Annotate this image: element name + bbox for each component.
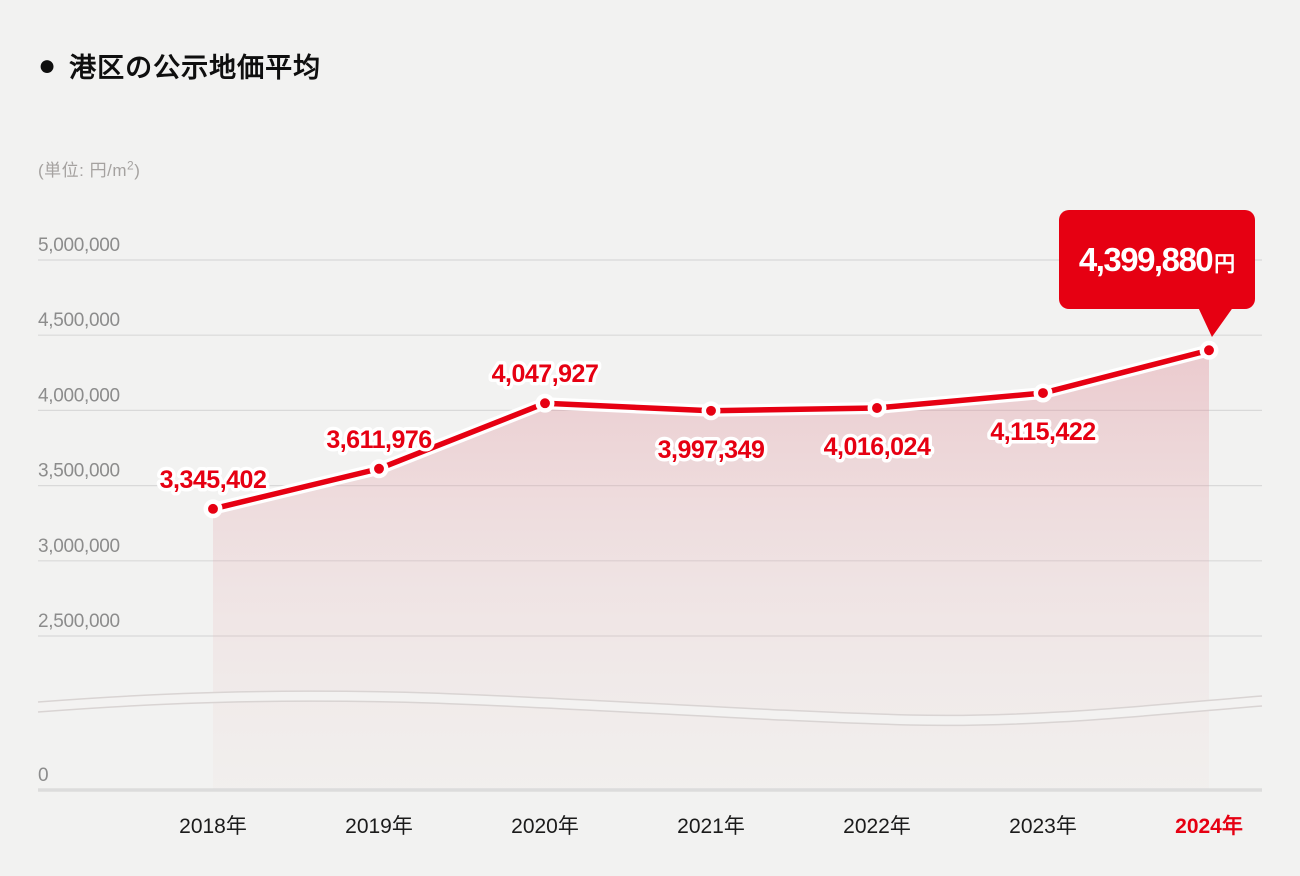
x-axis-label: 2021年 — [677, 815, 745, 838]
y-tick-label: 0 — [38, 765, 48, 786]
callout-value: 4,399,880 — [1078, 240, 1214, 278]
data-point-2022年 — [867, 398, 887, 418]
unit-label-superscript: 2 — [127, 158, 135, 173]
data-label: 4,047,927 — [492, 360, 599, 388]
callout-text: 4,399,880 円 — [1079, 241, 1235, 279]
unit-label-prefix: (単位: 円/m — [38, 161, 127, 180]
area-fill — [213, 350, 1209, 789]
page-title: 港区の公示地価平均 — [69, 53, 322, 83]
data-label: 4,115,422 — [990, 418, 1095, 446]
x-axis-label: 2018年 — [179, 815, 247, 838]
title-bullet-icon: ● — [38, 48, 57, 82]
data-point-2021年 — [701, 401, 721, 421]
chart-header: ● 港区の公示地価平均 — [38, 46, 321, 85]
x-axis-label: 2019年 — [345, 815, 413, 838]
data-label: 4,016,024 — [824, 433, 931, 461]
y-tick-label: 3,500,000 — [38, 461, 120, 482]
y-tick-label: 5,000,000 — [38, 235, 120, 256]
unit-label: (単位: 円/m2) — [38, 156, 140, 181]
data-point-2018年 — [203, 499, 223, 519]
data-point-2023年 — [1033, 383, 1053, 403]
data-point-2020年 — [535, 393, 555, 413]
axis-break-edge-bottom — [37, 700, 1263, 727]
value-callout: 4,399,880 円 — [1059, 210, 1255, 309]
y-tick-label: 4,000,000 — [38, 385, 120, 406]
x-axis-label: 2022年 — [843, 815, 911, 838]
callout-unit: 円 — [1214, 252, 1236, 276]
data-label: 3,997,349 — [658, 436, 765, 464]
x-axis-label: 2024年 — [1175, 814, 1243, 838]
data-label: 3,611,976 — [326, 426, 431, 454]
unit-label-suffix: ) — [134, 161, 141, 180]
y-tick-label: 4,500,000 — [38, 310, 120, 331]
x-axis-label: 2020年 — [511, 815, 579, 838]
x-axis-label: 2023年 — [1009, 815, 1077, 838]
data-label: 3,345,402 — [160, 466, 267, 494]
axis-break-edge-top — [37, 690, 1263, 717]
data-point-2024年 — [1199, 340, 1219, 360]
y-tick-label: 2,500,000 — [38, 611, 120, 632]
data-point-2019年 — [369, 459, 389, 479]
y-tick-label: 3,000,000 — [38, 536, 120, 557]
axis-break-band — [38, 691, 1262, 726]
